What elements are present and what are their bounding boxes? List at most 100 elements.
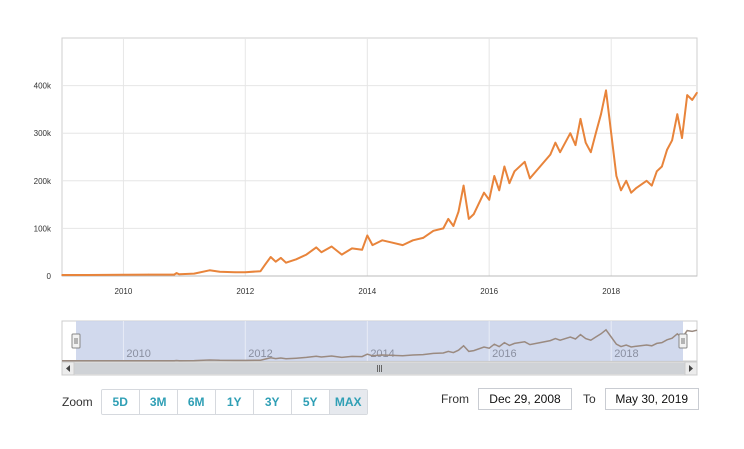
arrow-left-icon	[66, 365, 70, 372]
navigator-tick-label: 2018	[614, 348, 638, 360]
data-point	[366, 234, 369, 237]
data-point	[208, 269, 211, 272]
navigator: 2010 2012 2014 2016 2018	[61, 320, 698, 376]
data-point	[691, 99, 693, 101]
data-point	[645, 180, 648, 182]
data-point	[401, 244, 404, 246]
data-point	[569, 132, 572, 134]
x-tick-label: 2016	[480, 287, 498, 296]
from-date-input[interactable]: Dec 29, 2008	[478, 388, 572, 410]
data-point	[529, 177, 531, 180]
zoom-button-5y[interactable]: 5Y	[291, 390, 330, 414]
to-label: To	[583, 392, 596, 406]
data-point	[600, 113, 602, 115]
data-point	[493, 175, 496, 177]
data-point	[285, 261, 287, 264]
data-point	[61, 274, 63, 276]
data-point	[595, 132, 597, 134]
x-tick-label: 2018	[602, 287, 620, 296]
data-point	[590, 151, 592, 153]
zoom-button-6m[interactable]: 6M	[177, 390, 216, 414]
x-tick-label: 2014	[358, 287, 376, 296]
data-point	[508, 182, 511, 184]
data-point	[483, 191, 485, 194]
data-point	[488, 199, 491, 201]
navigator-series-line	[62, 328, 698, 362]
y-tick-label: 200k	[34, 177, 52, 186]
data-point	[620, 189, 622, 192]
navigator-selection-mask	[76, 321, 683, 361]
navigator-tick-label: 2010	[126, 348, 150, 360]
navigator-right-handle[interactable]	[678, 333, 688, 349]
data-point	[280, 257, 282, 259]
plot-border	[61, 37, 698, 277]
data-point	[122, 274, 125, 276]
data-point	[549, 153, 552, 156]
data-point	[457, 210, 460, 213]
zoom-button-5d[interactable]: 5D	[101, 390, 140, 414]
navigator-tick-label: 2012	[248, 348, 272, 360]
data-point	[193, 272, 195, 275]
zoom-button-1y[interactable]: 1Y	[215, 390, 254, 414]
data-point	[584, 141, 587, 144]
data-point	[468, 218, 470, 220]
data-point	[361, 249, 363, 251]
data-point	[234, 271, 236, 274]
data-point	[579, 118, 582, 120]
navigator-left-handle[interactable]	[71, 333, 81, 349]
zoom-button-max[interactable]: MAX	[329, 390, 367, 414]
data-point	[539, 165, 541, 168]
to-date-input[interactable]: May 30, 2019	[604, 388, 699, 410]
data-point	[391, 241, 394, 244]
data-point	[523, 161, 526, 163]
data-point	[473, 213, 475, 215]
data-point	[681, 137, 683, 139]
zoom-bar: Zoom 5D 3M 6M 1Y 3Y 5Y MAX	[62, 389, 368, 415]
x-tick-label: 2010	[115, 287, 133, 296]
zoom-button-3m[interactable]: 3M	[139, 390, 178, 414]
data-point	[371, 244, 374, 246]
y-tick-label: 400k	[34, 82, 52, 91]
data-point	[651, 184, 653, 187]
data-point	[264, 263, 267, 265]
data-point	[554, 141, 557, 144]
data-point	[218, 270, 221, 273]
y-tick-label: 300k	[34, 129, 52, 138]
data-point	[173, 273, 175, 276]
data-point	[320, 251, 323, 253]
data-point	[147, 273, 150, 276]
data-point	[671, 139, 673, 142]
main-axes: 0 100k 200k 300k 400k 2010 2012 2014 2016 2018	[34, 82, 697, 296]
data-point	[661, 165, 663, 168]
data-point	[442, 227, 445, 230]
data-point	[447, 218, 450, 220]
data-point	[666, 149, 668, 151]
to-range: To May 30, 2019	[583, 388, 699, 410]
data-point	[422, 237, 424, 239]
data-point	[244, 271, 247, 274]
data-point	[412, 239, 414, 242]
data-point	[86, 274, 89, 276]
data-point	[656, 170, 658, 173]
zoom-button-3y[interactable]: 3Y	[253, 390, 292, 414]
navigator-tick-label: 2016	[492, 348, 516, 360]
data-point	[630, 191, 632, 194]
data-point	[513, 170, 516, 173]
data-point	[341, 253, 343, 256]
data-point	[559, 151, 561, 153]
data-point	[696, 91, 698, 94]
data-point	[503, 165, 506, 168]
data-point	[330, 245, 333, 248]
data-point	[605, 89, 607, 92]
from-range: From Dec 29, 2008	[441, 388, 572, 410]
data-point	[462, 184, 465, 187]
y-tick-label: 100k	[34, 224, 52, 233]
main-series	[61, 89, 698, 276]
data-point	[351, 247, 353, 250]
data-point	[676, 113, 679, 115]
data-point	[635, 187, 638, 189]
x-tick-label: 2012	[236, 287, 254, 296]
data-point	[615, 175, 618, 177]
data-point	[259, 270, 262, 273]
